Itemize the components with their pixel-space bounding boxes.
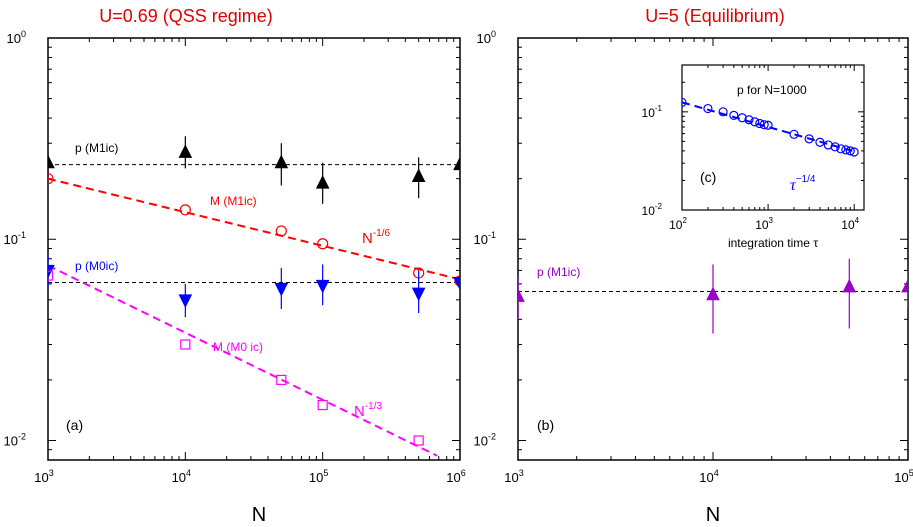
- x-tick-label: 102: [669, 216, 687, 232]
- annotation-m-m0ic-a: M (M0 ic): [213, 340, 263, 354]
- power-law-label-n-1-6: N-1/6: [362, 228, 391, 247]
- data-point-marker: [682, 97, 687, 107]
- panel-b-xlabel: N: [706, 504, 720, 526]
- panel-a-frame: [47, 37, 461, 461]
- data-point-marker: [763, 120, 773, 130]
- data-point-marker: [454, 275, 460, 287]
- data-point-marker: [789, 129, 799, 139]
- power-law-fit-line: [48, 264, 438, 457]
- panel-a-label: (a): [66, 417, 83, 433]
- panel-b-title: U=5 (Equilibrium): [645, 6, 785, 26]
- power-law-fit-line: [48, 177, 460, 281]
- data-point-marker: [842, 278, 857, 293]
- data-point-marker: [180, 339, 191, 350]
- x-tick-label: 103: [34, 468, 53, 485]
- data-point-marker: [453, 276, 460, 291]
- data-point-marker: [48, 270, 54, 281]
- plot-area: [48, 136, 460, 457]
- y-tick-label: 100: [7, 29, 26, 46]
- data-point-marker: [901, 278, 908, 293]
- data-point-marker: [274, 282, 289, 297]
- plot-area: [682, 97, 859, 157]
- data-point-marker: [413, 435, 424, 446]
- data-point-marker: [453, 156, 460, 171]
- data-point-marker: [317, 238, 329, 250]
- y-tick-label: 10-2: [4, 431, 26, 448]
- data-point-marker: [841, 145, 851, 155]
- data-point-marker: [48, 154, 55, 169]
- data-point-marker: [317, 399, 328, 411]
- data-point-marker: [849, 147, 859, 157]
- data-point-marker: [836, 144, 846, 154]
- data-point-marker: [755, 118, 765, 129]
- y-tick-label: 10-1: [642, 104, 663, 120]
- data-point-marker: [315, 279, 330, 294]
- data-point-marker: [315, 175, 330, 189]
- data-point-marker: [718, 107, 728, 117]
- data-point-marker: [178, 144, 193, 158]
- power-law-label-n-1-3: N-1/3: [354, 401, 383, 420]
- data-point-marker: [759, 120, 769, 130]
- y-tick-label: 10-2: [474, 431, 496, 448]
- y-tick-label: 10-1: [474, 230, 496, 247]
- data-point-marker: [744, 115, 754, 125]
- data-point-marker: [276, 374, 287, 386]
- data-point-marker: [830, 142, 840, 152]
- data-point-marker: [750, 117, 760, 127]
- power-law-fit-line: [682, 101, 855, 153]
- data-point-marker: [411, 287, 426, 302]
- y-tick-label: 10-2: [642, 202, 663, 218]
- panel-c-frame: [681, 64, 865, 211]
- x-tick-label: 104: [172, 468, 191, 485]
- panel-b-label: (b): [537, 417, 554, 433]
- panel-c-label: (c): [700, 169, 716, 185]
- data-point-marker: [48, 173, 54, 185]
- panel-c-plot: 102 103 104 10-1 10-2: [642, 64, 864, 232]
- data-point-marker: [411, 168, 426, 183]
- y-tick-label: 10-1: [4, 230, 26, 247]
- x-tick-label: 104: [699, 468, 718, 485]
- x-tick-label: 106: [446, 468, 465, 485]
- plot-area: [518, 258, 908, 334]
- data-point-marker: [737, 113, 747, 123]
- data-point-marker: [274, 154, 289, 169]
- panel-a-title: U=0.69 (QSS regime): [99, 6, 273, 26]
- data-point-marker: [804, 134, 814, 144]
- annotation-p-m0ic-a: p (M0ic): [75, 259, 118, 273]
- panel-a-xlabel: N: [252, 504, 266, 526]
- panel-b-plot: 103 104 105 100 10-1 10-2: [474, 29, 913, 485]
- data-point-marker: [179, 204, 191, 216]
- x-tick-label: 103: [504, 468, 523, 485]
- data-point-marker: [815, 137, 825, 147]
- data-point-marker: [703, 103, 713, 114]
- x-tick-label: 103: [755, 216, 773, 232]
- annotation-p-m1ic-a: p (M1ic): [75, 141, 118, 155]
- annotation-m-m1ic-a: M (M1ic): [210, 194, 257, 208]
- data-point-marker: [729, 110, 739, 120]
- power-law-label-tau: τ−1/4: [790, 174, 816, 194]
- inset-xlabel: integration time τ: [728, 236, 818, 250]
- data-point-marker: [706, 286, 720, 301]
- y-tick-label: 100: [477, 29, 496, 46]
- panel-a-plot: 103 104 105 106 100 10-1 10-2: [4, 29, 466, 485]
- x-tick-label: 105: [309, 468, 328, 485]
- x-tick-label: 105: [894, 468, 913, 485]
- annotation-p-m1ic-b: p (M1ic): [537, 265, 580, 279]
- x-tick-label: 104: [841, 216, 859, 232]
- data-point-marker: [845, 146, 855, 156]
- inset-caption: p for N=1000: [737, 83, 807, 97]
- data-point-marker: [823, 140, 833, 150]
- data-point-marker: [275, 225, 287, 237]
- data-point-marker: [518, 288, 525, 302]
- data-point-marker: [178, 294, 193, 308]
